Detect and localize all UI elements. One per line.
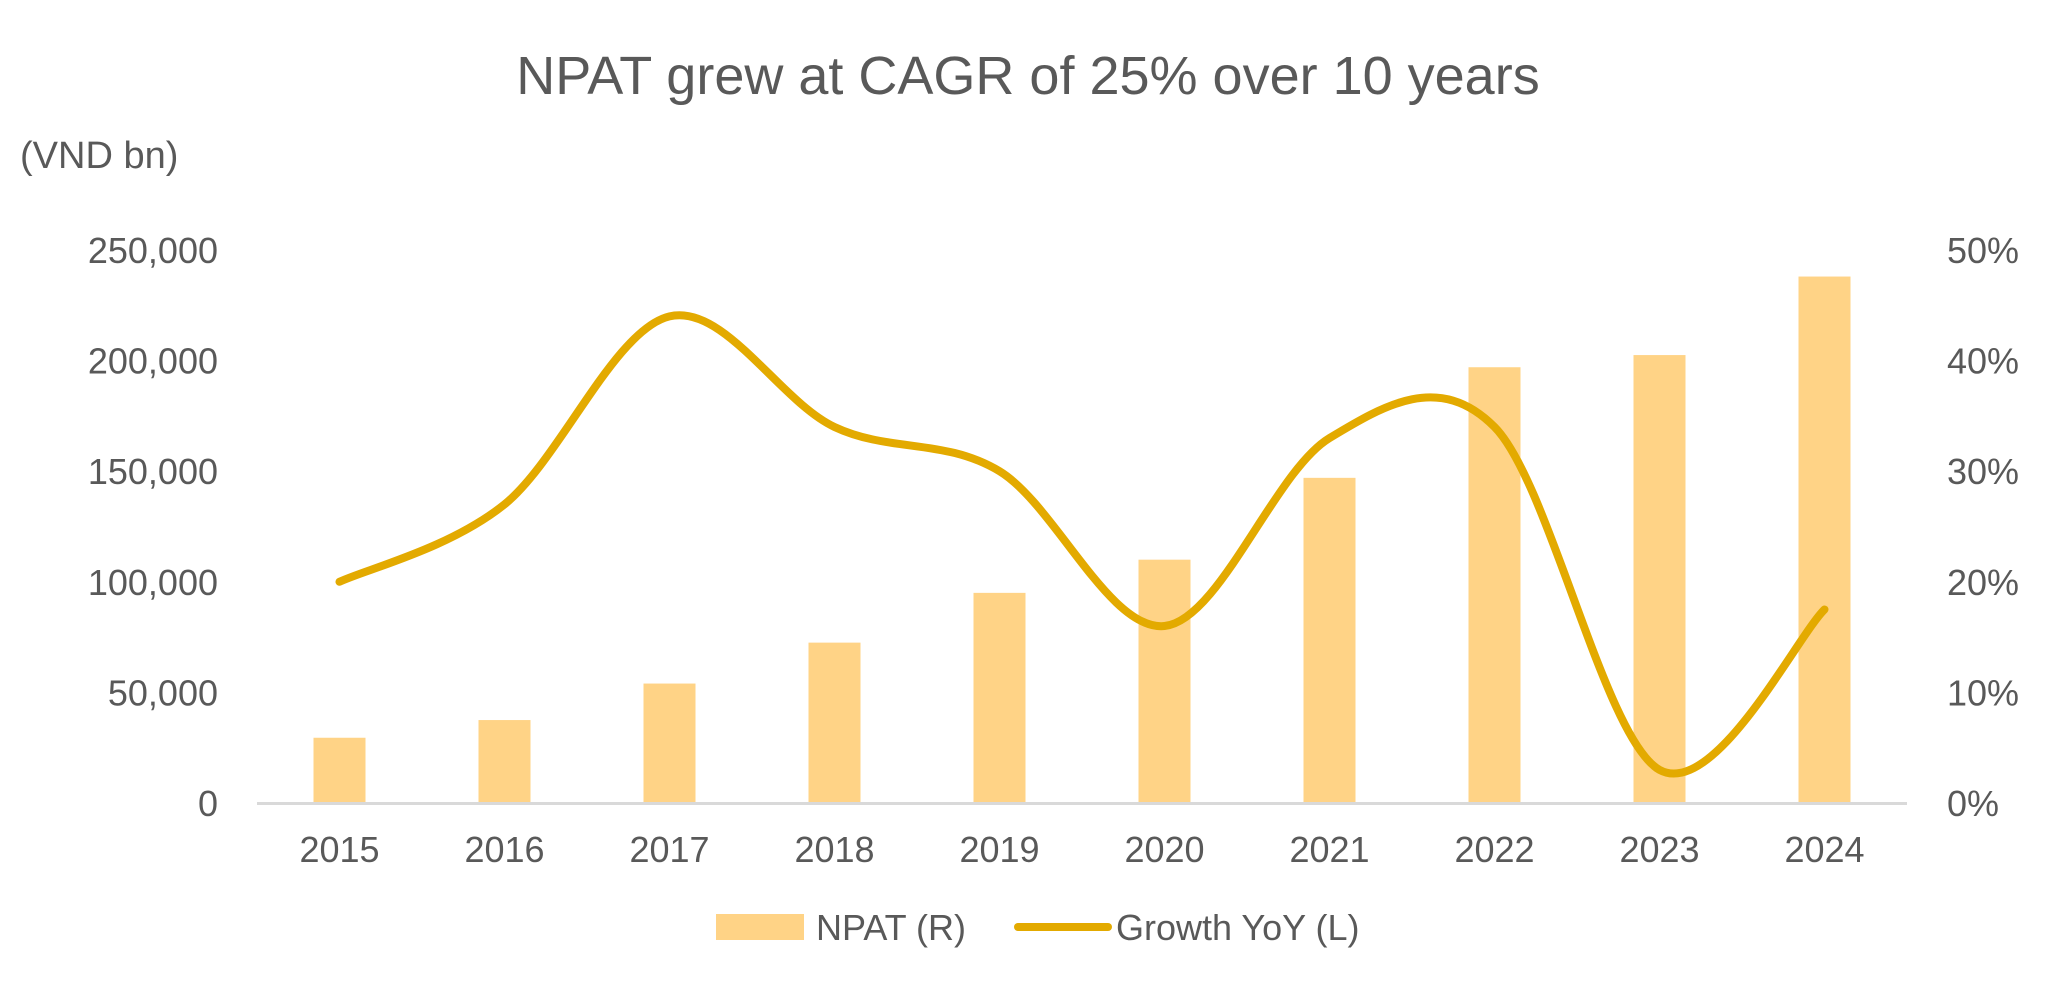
- x-axis-tick-labels: 2015 2016 2017 2018 2019 2020 2021 2022 2023 2024: [299, 829, 1864, 870]
- left-axis-tick-label: 200,000: [88, 341, 218, 382]
- npat-bar: [478, 720, 531, 803]
- npat-bar: [1303, 477, 1356, 803]
- right-axis-tick-label: 0%: [1947, 783, 1999, 824]
- npat-bar: [808, 642, 861, 803]
- x-axis-tick-label: 2019: [959, 829, 1039, 870]
- x-axis-tick-label: 2022: [1454, 829, 1534, 870]
- right-axis-tick-label: 30%: [1947, 451, 2019, 492]
- npat-bar: [1798, 276, 1851, 803]
- x-axis-tick-label: 2015: [299, 829, 379, 870]
- left-axis-tick-labels: 0 50,000 100,000 150,000 200,000 250,000: [88, 230, 218, 824]
- legend-npat-swatch: [716, 914, 804, 940]
- x-axis-tick-label: 2020: [1124, 829, 1204, 870]
- growth-line-group: [335, 311, 1829, 778]
- x-axis-tick-label: 2024: [1784, 829, 1864, 870]
- left-axis-tick-label: 100,000: [88, 562, 218, 603]
- growth-yoy-line: [335, 311, 1829, 778]
- npat-bar: [1138, 559, 1191, 803]
- right-axis-tick-label: 10%: [1947, 672, 2019, 713]
- legend: NPAT (R) Growth YoY (L): [716, 907, 1359, 948]
- right-axis-tick-labels: 0% 10% 20% 30% 40% 50%: [1947, 230, 2019, 824]
- x-axis-tick-label: 2018: [794, 829, 874, 870]
- x-axis-tick-label: 2023: [1619, 829, 1699, 870]
- right-axis-tick-label: 20%: [1947, 562, 2019, 603]
- x-axis-tick-label: 2021: [1289, 829, 1369, 870]
- left-axis-tick-label: 50,000: [108, 672, 218, 713]
- left-axis-tick-label: 150,000: [88, 451, 218, 492]
- chart-title: NPAT grew at CAGR of 25% over 10 years: [516, 46, 1539, 106]
- npat-bars: [313, 276, 1851, 803]
- legend-npat-label: NPAT (R): [816, 907, 966, 948]
- npat-bar: [1633, 355, 1686, 803]
- x-axis-tick-label: 2017: [629, 829, 709, 870]
- npat-bar: [643, 683, 696, 803]
- legend-growth-label: Growth YoY (L): [1116, 907, 1359, 948]
- npat-bar: [973, 592, 1026, 803]
- unit-label: (VND bn): [20, 135, 178, 177]
- right-axis-tick-label: 40%: [1947, 341, 2019, 382]
- npat-bar: [313, 737, 366, 803]
- left-axis-tick-label: 0: [198, 783, 218, 824]
- right-axis-tick-label: 50%: [1947, 230, 2019, 271]
- x-axis-tick-label: 2016: [464, 829, 544, 870]
- npat-bar: [1468, 367, 1521, 803]
- left-axis-tick-label: 250,000: [88, 230, 218, 271]
